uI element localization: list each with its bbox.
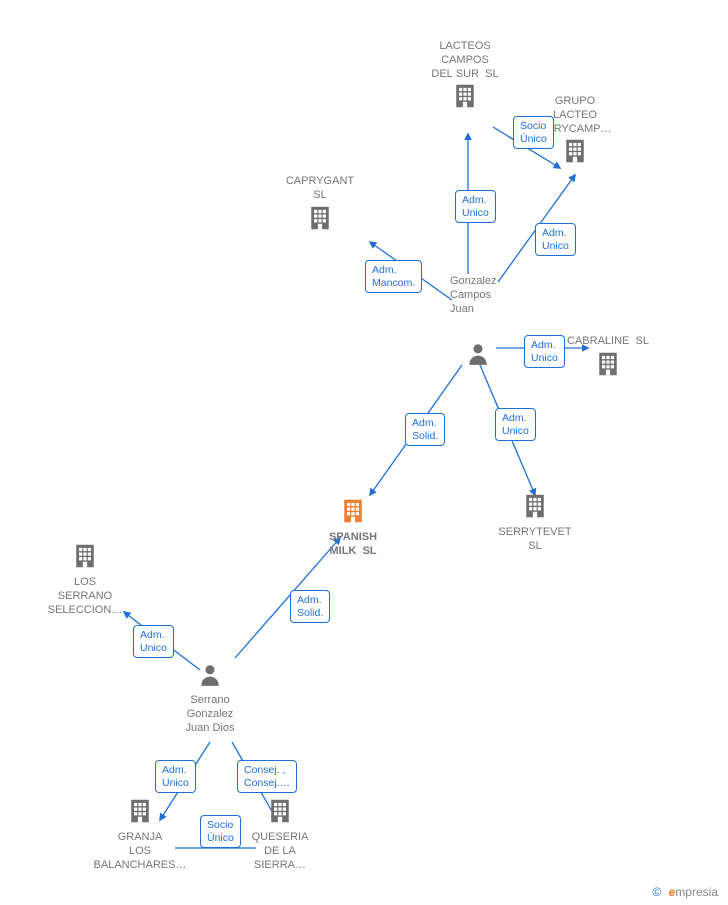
edge-label-gonzalez-grupo: Adm.Unico	[535, 223, 576, 256]
node-cabraline[interactable]: CABRALINE SL	[553, 335, 663, 384]
node-losserrano[interactable]: LOSSERRANOSELECCION…	[30, 541, 140, 617]
edge-label-serrano-queseria: Consej. ,Consej.…	[237, 760, 297, 793]
node-label: QUESERIADE LASIERRA…	[225, 831, 335, 872]
node-gonzalez-icon[interactable]	[465, 340, 491, 373]
edge-label-gonzalez-lacteos: Adm.Unico	[455, 190, 496, 223]
brand-rest: mpresia	[675, 885, 718, 899]
person-icon	[465, 340, 491, 368]
node-label: GRANJALOSBALANCHARES…	[85, 831, 195, 872]
edge-label-gonzalez-serrytevet: Adm.Unico	[495, 408, 536, 441]
node-granja[interactable]: GRANJALOSBALANCHARES…	[85, 796, 195, 872]
node-serrano[interactable]: SerranoGonzalezJuan Dios	[155, 661, 265, 735]
building-icon	[560, 136, 590, 166]
node-label: LOSSERRANOSELECCION…	[30, 576, 140, 617]
node-label: SerranoGonzalezJuan Dios	[155, 694, 265, 735]
edge-label-gonzalez-caprygant: Adm.Mancom.	[365, 260, 422, 293]
node-caprygant[interactable]: CAPRYGANTSL	[265, 175, 375, 238]
building-icon	[70, 541, 100, 571]
building-icon	[265, 796, 295, 826]
node-label: CAPRYGANTSL	[265, 175, 375, 203]
building-icon	[125, 796, 155, 826]
node-label: GonzalezCamposJuan	[450, 275, 560, 316]
copyright-symbol: ©	[652, 885, 661, 899]
edge-label-granja-queseria: SocioÚnico	[200, 815, 241, 848]
node-spanishmilk[interactable]: SPANISHMILK SL	[298, 496, 408, 559]
edge-label-serrano-losserrano: Adm.Unico	[133, 625, 174, 658]
node-queseria[interactable]: QUESERIADE LASIERRA…	[225, 796, 335, 872]
edge-label-serrano-granja: Adm.Unico	[155, 760, 196, 793]
watermark: © empresia	[652, 885, 718, 899]
edge-label-serrano-spanishmilk: Adm.Solid.	[290, 590, 330, 623]
edge-label-gonzalez-spanishmilk: Adm.Solid.	[405, 413, 445, 446]
node-lacteos[interactable]: LACTEOSCAMPOSDEL SUR SL	[410, 40, 520, 116]
edge-label-lacteos-grupo: SocioÚnico	[513, 116, 554, 149]
edge-label-gonzalez-cabraline: Adm.Unico	[524, 335, 565, 368]
building-icon	[305, 203, 335, 233]
vinculations-diagram: LACTEOSCAMPOSDEL SUR SL GRUPOLACTEOERRYC…	[0, 0, 728, 905]
building-icon	[450, 81, 480, 111]
node-serrytevet[interactable]: SERRYTEVETSL	[480, 491, 590, 554]
building-icon	[520, 491, 550, 521]
building-icon	[593, 349, 623, 379]
node-label: SERRYTEVETSL	[480, 526, 590, 554]
node-gonzalez[interactable]: GonzalezCamposJuan	[450, 275, 560, 316]
building-icon	[338, 496, 368, 526]
node-label: SPANISHMILK SL	[298, 531, 408, 559]
node-label: LACTEOSCAMPOSDEL SUR SL	[410, 40, 520, 81]
person-icon	[197, 661, 223, 689]
node-label: CABRALINE SL	[553, 335, 663, 349]
